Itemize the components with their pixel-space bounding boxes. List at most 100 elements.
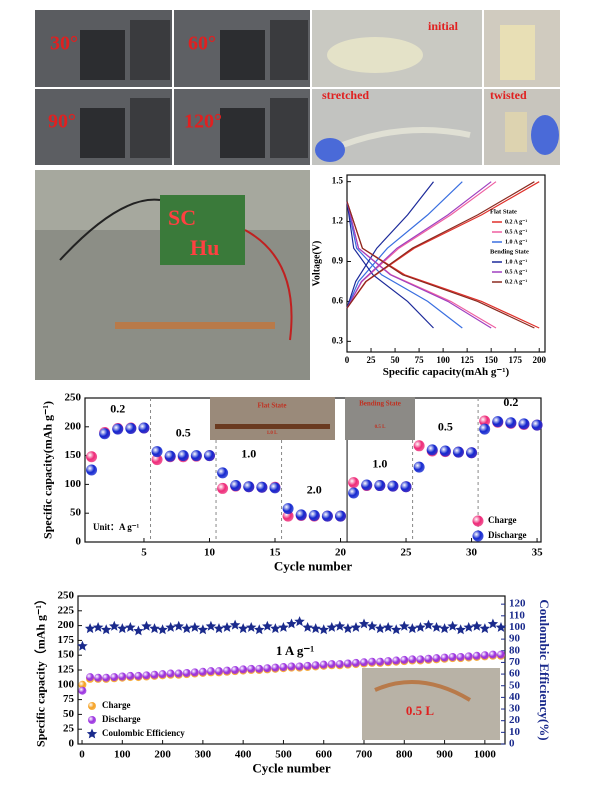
rate-label: 0.5 (438, 420, 453, 434)
y-tick-label: 75 (63, 693, 75, 705)
x-tick-label: 75 (415, 355, 425, 365)
y-tick-label: 175 (58, 634, 75, 646)
point (151, 454, 163, 466)
point (531, 419, 543, 431)
x-tick-label: 100 (114, 749, 131, 761)
star-point (294, 616, 305, 627)
y2-tick-label: 10 (509, 726, 521, 738)
x-tick-label: 800 (396, 749, 413, 761)
star-point (117, 623, 128, 634)
inset-photo (345, 397, 415, 440)
legend-label: Charge (102, 700, 131, 710)
point (243, 481, 255, 493)
curve (346, 201, 492, 329)
x-tick-label: 25 (401, 547, 413, 559)
x-tick-label: 200 (532, 355, 546, 365)
point (138, 422, 150, 434)
clamp (270, 20, 308, 80)
point (112, 423, 124, 435)
point (321, 510, 333, 522)
star-point (237, 623, 249, 634)
point (413, 461, 425, 473)
x-axis-label: Cycle number (252, 760, 331, 775)
device (215, 424, 330, 429)
y-tick-label: 0.3 (332, 335, 344, 345)
inset-label: Flat State (258, 402, 287, 410)
point (479, 415, 491, 427)
y-tick-label: 225 (58, 604, 75, 616)
y-tick-label: 100 (58, 678, 75, 690)
point (400, 481, 412, 493)
y-tick-label: 50 (70, 507, 82, 519)
point (142, 671, 151, 680)
clamp (80, 30, 125, 80)
y2-tick-label: 50 (509, 679, 521, 691)
point (190, 450, 202, 462)
point (78, 686, 87, 695)
point (158, 670, 167, 679)
state-label: twisted (490, 88, 527, 102)
star-point (463, 622, 474, 632)
point (255, 664, 264, 673)
curve (346, 181, 434, 309)
curve (346, 181, 535, 309)
legend-label: Discharge (102, 714, 141, 724)
led-board (160, 195, 245, 265)
point (86, 673, 95, 682)
star-point (431, 622, 442, 632)
point (496, 650, 505, 659)
legend-label: 0.5 A g⁻¹ (505, 229, 527, 235)
point (311, 661, 320, 670)
curve (346, 181, 492, 309)
clamp (80, 108, 125, 158)
point (223, 666, 232, 675)
x-tick-label: 0 (79, 749, 85, 761)
x-tick-label: 50 (391, 355, 401, 365)
y-axis-label: Specific capacity(mAh g⁻¹) (40, 401, 54, 539)
legend-label: 1.0 A g⁻¹ (505, 259, 527, 265)
point (279, 663, 288, 672)
star-point (423, 619, 434, 630)
star-point (326, 622, 337, 632)
y-tick-label: 100 (65, 478, 82, 490)
point (174, 669, 183, 678)
star-point (101, 624, 112, 635)
point (335, 510, 347, 522)
inset-label: 1.0 L (267, 431, 279, 436)
star-point (439, 623, 450, 634)
y2-tick-label: 40 (509, 691, 521, 703)
star-point (310, 623, 321, 634)
point (472, 651, 481, 660)
point (247, 664, 256, 673)
star-point (189, 622, 201, 632)
inset-label: Bending State (359, 400, 401, 408)
point (466, 447, 478, 459)
point (287, 662, 296, 671)
inset-label: 0.5 L (406, 703, 435, 718)
x-tick-label: 25 (367, 355, 377, 365)
point (368, 657, 377, 666)
star-point (173, 620, 184, 631)
point (400, 655, 409, 664)
star-point (479, 623, 491, 634)
star-point (334, 620, 346, 631)
star-point (358, 618, 370, 629)
device (115, 322, 275, 329)
wire (59, 198, 161, 261)
legend-swatch (86, 728, 98, 739)
inset-label: 0.5 L (375, 425, 387, 430)
y2-tick-label: 80 (509, 644, 521, 656)
x-tick-label: 35 (532, 547, 544, 559)
point (295, 662, 304, 671)
clamp (130, 20, 170, 80)
point (134, 671, 143, 680)
point (203, 450, 215, 462)
point (351, 658, 360, 667)
y-tick-label: 150 (65, 449, 82, 461)
point (263, 664, 272, 673)
y2-tick-label: 100 (509, 621, 526, 633)
film-photos: initial stretched twisted (312, 10, 560, 165)
star-point (495, 622, 507, 632)
point (99, 428, 111, 440)
